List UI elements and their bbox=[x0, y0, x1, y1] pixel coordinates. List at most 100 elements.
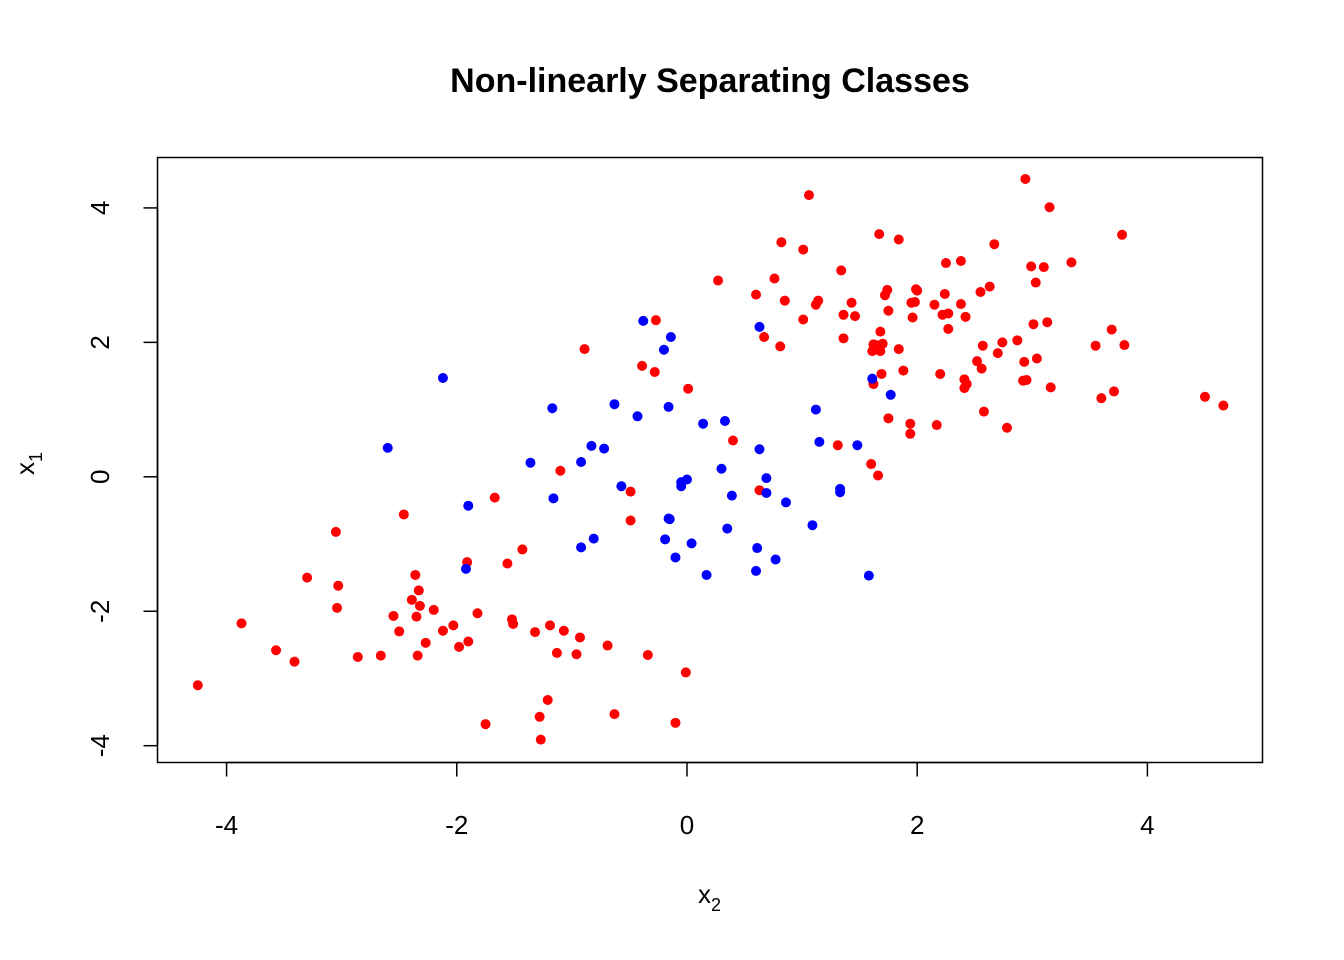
red-class-point bbox=[905, 418, 916, 429]
blue-class-point bbox=[863, 570, 874, 581]
blue-class-point bbox=[761, 487, 772, 498]
x-tick-label: 0 bbox=[680, 810, 694, 840]
red-class-point bbox=[798, 314, 809, 325]
red-class-point bbox=[1218, 400, 1229, 411]
x-tick-label: 4 bbox=[1140, 810, 1154, 840]
red-class-point bbox=[406, 594, 417, 605]
blue-class-point bbox=[632, 411, 643, 422]
red-class-point bbox=[642, 649, 653, 660]
blue-class-point bbox=[576, 457, 587, 468]
plot-frame bbox=[156, 156, 1264, 764]
red-class-point bbox=[883, 413, 894, 424]
blue-class-point bbox=[670, 552, 681, 563]
red-class-point bbox=[838, 333, 849, 344]
red-class-point bbox=[798, 244, 809, 255]
red-class-point bbox=[931, 420, 942, 431]
red-class-point bbox=[779, 295, 790, 306]
blue-class-point bbox=[660, 534, 671, 545]
red-class-point bbox=[943, 323, 954, 334]
blue-class-point bbox=[663, 401, 674, 412]
blue-class-point bbox=[576, 542, 587, 553]
red-class-point bbox=[1045, 382, 1056, 393]
y-axis: -4 -2 0 2 4 bbox=[85, 201, 159, 757]
red-class-point bbox=[1042, 317, 1053, 328]
blue-class-point bbox=[807, 520, 818, 531]
red-class-point bbox=[302, 572, 313, 583]
blue-class-point bbox=[382, 442, 393, 453]
red-class-point bbox=[454, 641, 465, 652]
red-class-point bbox=[683, 383, 694, 394]
blue-class-point bbox=[885, 389, 896, 400]
blue-class-point bbox=[814, 436, 825, 447]
red-class-point bbox=[420, 637, 431, 648]
y-tick-label: -2 bbox=[85, 600, 115, 623]
red-class-point bbox=[972, 356, 983, 367]
blue-class-point bbox=[752, 543, 763, 554]
chart-title: Non-linearly Separating Classes bbox=[450, 62, 970, 100]
red-class-point bbox=[650, 315, 661, 326]
red-class-point bbox=[975, 286, 986, 297]
red-class-point bbox=[352, 651, 363, 662]
blue-class-point bbox=[665, 331, 676, 342]
red-class-point bbox=[961, 379, 972, 390]
blue-class-point bbox=[547, 403, 558, 414]
blue-class-point bbox=[754, 321, 765, 332]
red-class-point bbox=[333, 580, 344, 591]
blue-class-point bbox=[780, 497, 791, 508]
red-class-point bbox=[977, 340, 988, 351]
red-class-point bbox=[517, 544, 528, 555]
red-class-point bbox=[803, 190, 814, 201]
red-class-point bbox=[410, 569, 421, 580]
x-axis-label: x2 bbox=[698, 879, 721, 915]
red-class-point bbox=[289, 656, 300, 667]
red-class-point bbox=[875, 326, 886, 337]
red-class-point bbox=[1117, 229, 1128, 240]
y-tick-label: 4 bbox=[85, 201, 115, 215]
red-class-point bbox=[1199, 391, 1210, 402]
blue-class-point bbox=[754, 444, 765, 455]
red-class-point bbox=[1021, 375, 1032, 386]
red-class-point bbox=[545, 620, 556, 631]
blue-class-point bbox=[525, 457, 536, 468]
red-class-point bbox=[832, 440, 843, 451]
red-class-point bbox=[873, 470, 884, 481]
x-tick-label: -4 bbox=[215, 810, 238, 840]
red-class-point bbox=[625, 486, 636, 497]
red-class-point bbox=[271, 645, 282, 656]
red-class-point bbox=[943, 308, 954, 319]
blue-class-point bbox=[463, 500, 474, 511]
red-class-point bbox=[838, 309, 849, 320]
red-class-point bbox=[1026, 261, 1037, 272]
red-class-point bbox=[759, 331, 770, 342]
blue-class-point bbox=[599, 443, 610, 454]
blue-class-point bbox=[437, 372, 448, 383]
red-class-point bbox=[530, 627, 541, 638]
red-class-point bbox=[551, 647, 562, 658]
red-class-point bbox=[489, 492, 500, 503]
red-class-point bbox=[866, 459, 877, 470]
red-class-point bbox=[874, 229, 885, 240]
x-tick-label: 2 bbox=[910, 810, 924, 840]
red-class-point bbox=[571, 649, 582, 660]
blue-class-point bbox=[722, 523, 733, 534]
red-class-point bbox=[428, 604, 439, 615]
red-class-point bbox=[939, 288, 950, 299]
red-class-point bbox=[508, 619, 519, 630]
red-class-point bbox=[912, 285, 923, 296]
red-class-point bbox=[751, 289, 762, 300]
red-class-point bbox=[728, 435, 739, 446]
red-class-point bbox=[1119, 340, 1130, 351]
red-class-point bbox=[1020, 174, 1031, 185]
blue-class-point bbox=[586, 440, 597, 451]
red-class-point bbox=[609, 709, 620, 720]
red-class-point bbox=[502, 558, 513, 569]
blue-class-point bbox=[664, 514, 675, 525]
red-class-point bbox=[978, 406, 989, 417]
red-class-point bbox=[437, 625, 448, 636]
red-class-point bbox=[680, 667, 691, 678]
red-class-point bbox=[1096, 393, 1107, 404]
red-class-point bbox=[1012, 335, 1023, 346]
red-class-point bbox=[1019, 356, 1030, 367]
blue-class-point bbox=[751, 565, 762, 576]
y-axis-label-subscript: 1 bbox=[26, 452, 46, 462]
